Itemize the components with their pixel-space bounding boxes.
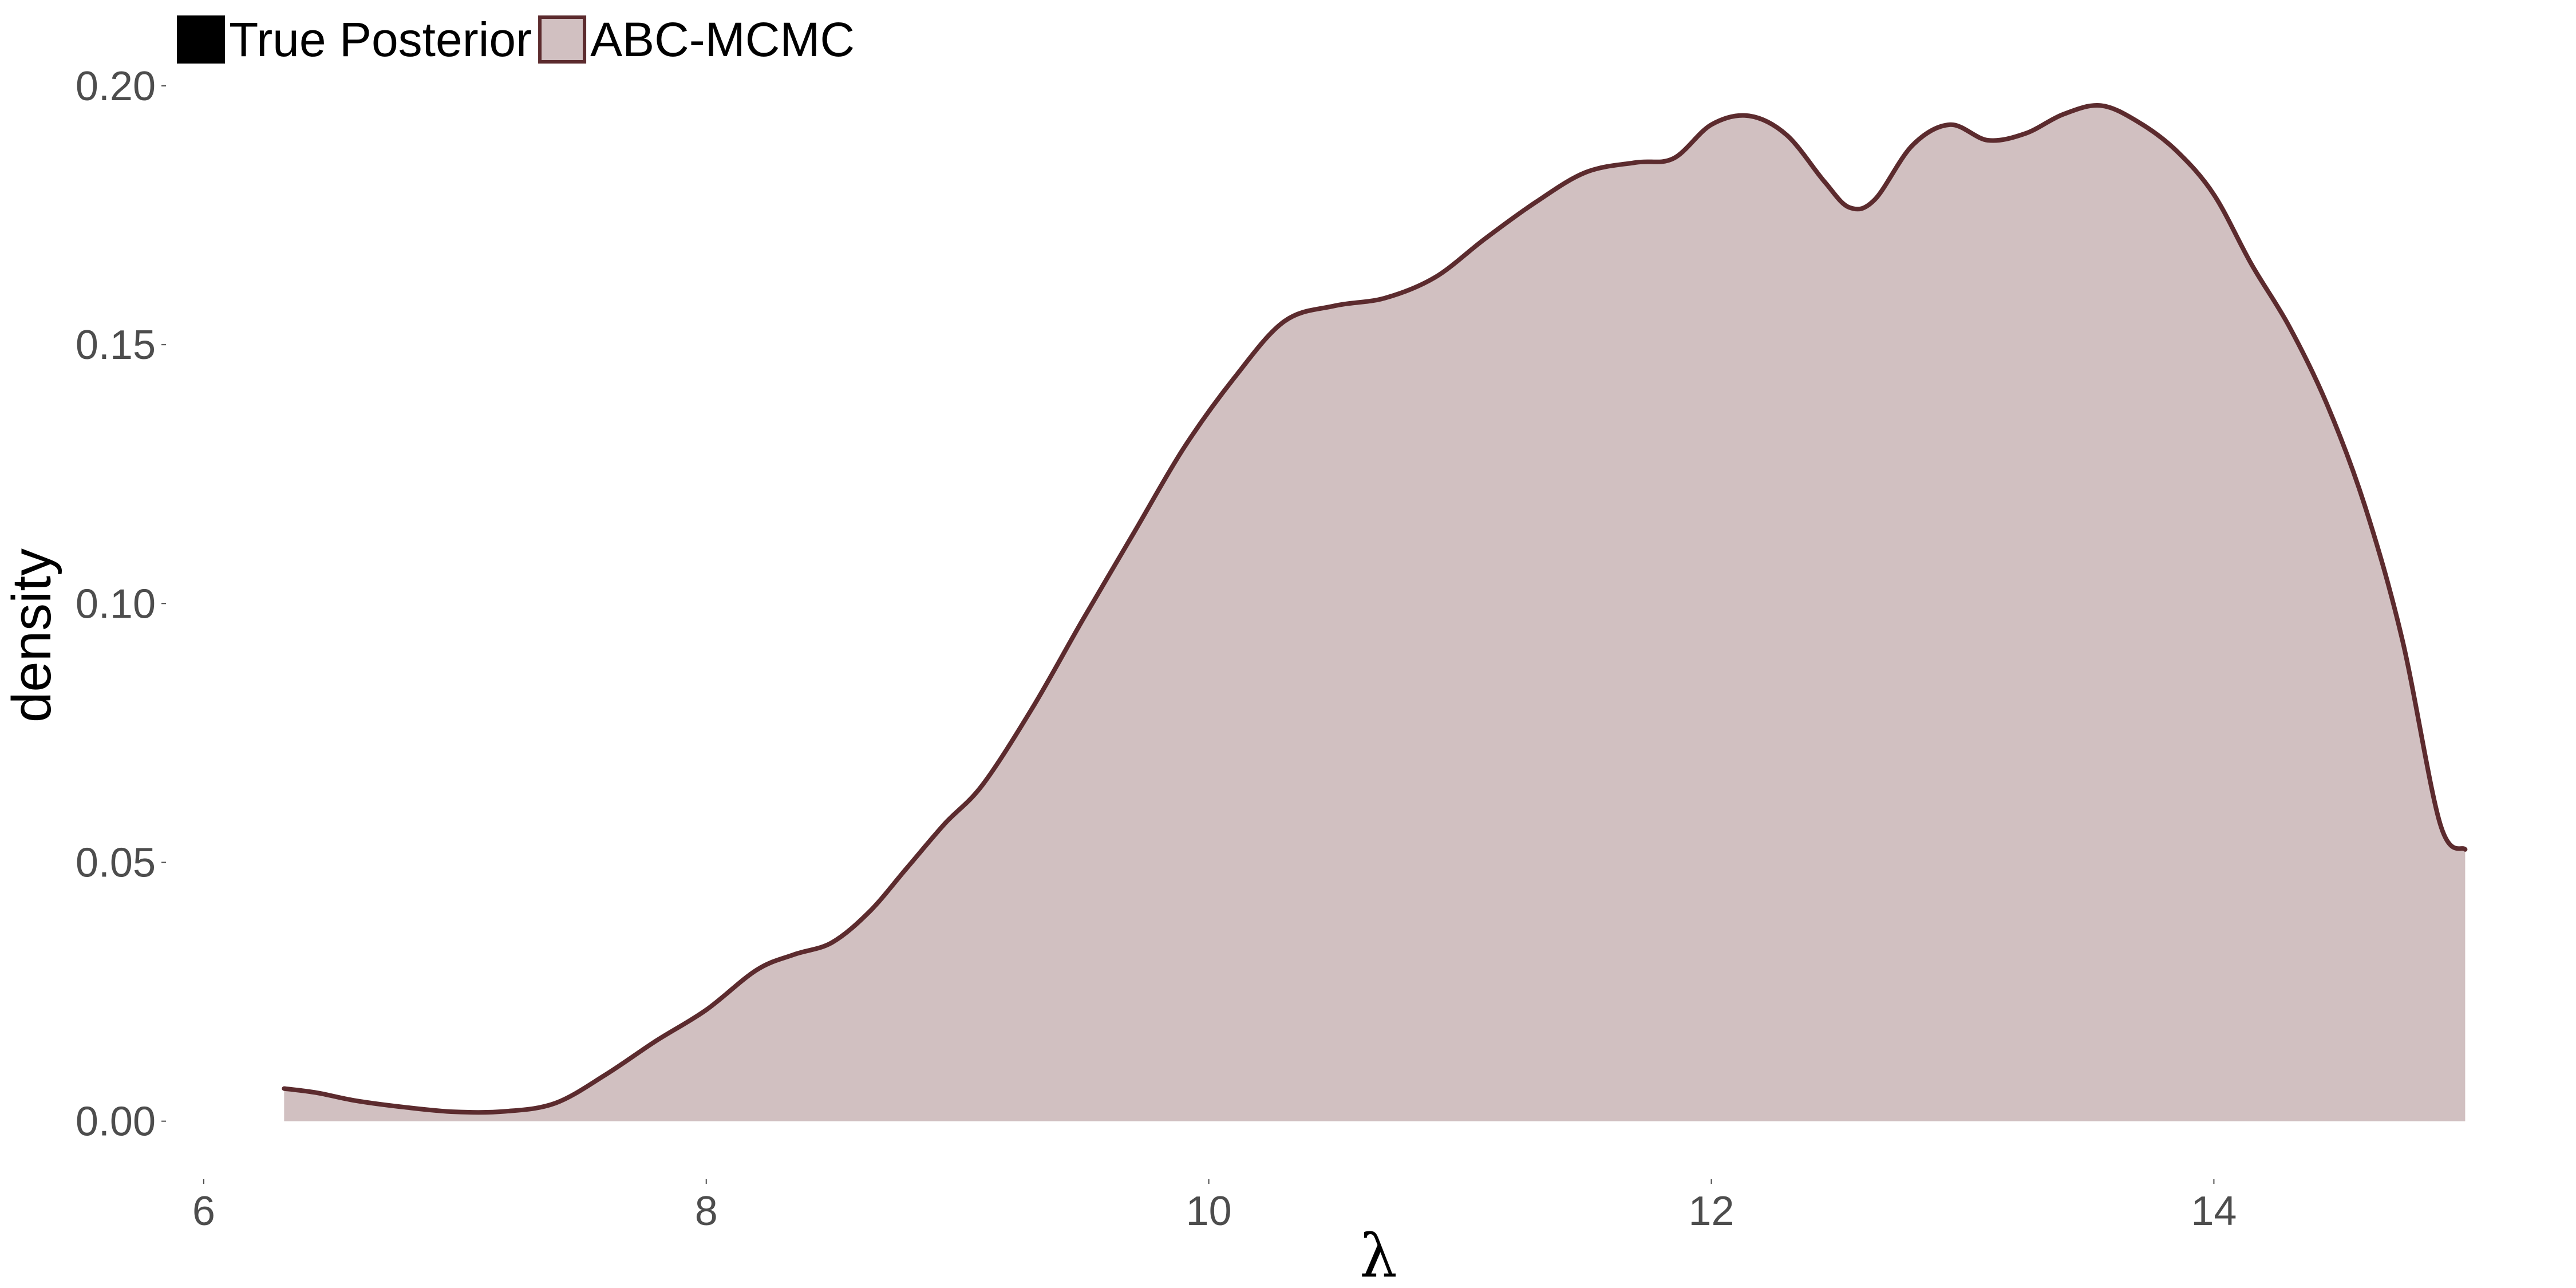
density-line-0 xyxy=(282,103,2468,1115)
y-tick-label: 0.15 xyxy=(76,322,156,368)
x-tick-label: 8 xyxy=(695,1188,718,1234)
legend-label-0: True Posterior xyxy=(229,13,532,66)
series-layer xyxy=(282,103,2468,1121)
x-tick-label: 10 xyxy=(1186,1188,1232,1234)
y-tick-label: 0.05 xyxy=(76,840,156,886)
legend-label-1: ABC-MCMC xyxy=(590,13,855,66)
area-fill-0 xyxy=(284,105,2466,1121)
x-axis: 6 8 10 12 14 xyxy=(192,1179,2237,1234)
x-tick-label: 12 xyxy=(1688,1188,1734,1234)
y-tick-label: 0.00 xyxy=(76,1099,156,1145)
y-axis: 0.00 0.05 0.10 0.15 0.20 xyxy=(76,64,166,1145)
legend-key-0 xyxy=(177,15,225,64)
x-tick-label: 14 xyxy=(2191,1188,2237,1234)
x-axis-title: λ xyxy=(1360,1221,1397,1288)
y-tick-label: 0.10 xyxy=(76,581,156,627)
legend-key-1 xyxy=(538,15,587,64)
x-tick-label: 6 xyxy=(192,1188,215,1234)
legend: True Posterior ABC-MCMC xyxy=(177,13,855,66)
y-axis-title: density xyxy=(1,548,62,722)
y-tick-label: 0.20 xyxy=(76,64,156,109)
